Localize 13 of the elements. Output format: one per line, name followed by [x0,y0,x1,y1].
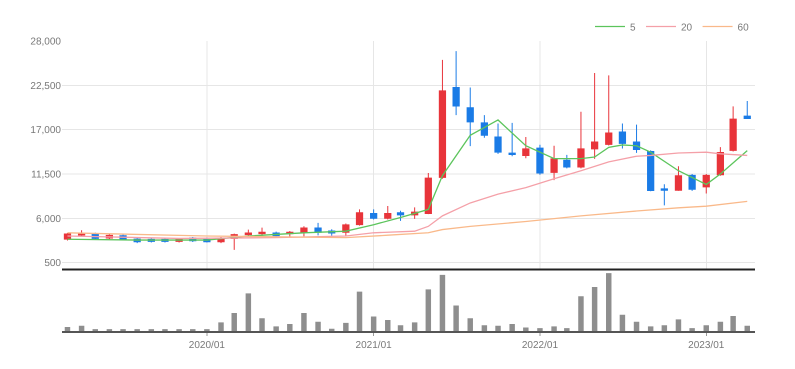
legend-label: 5 [630,22,636,34]
y-tick-label: 11,500 [31,169,62,180]
legend-label: 20 [681,22,693,34]
legend-label: 60 [738,22,750,34]
y-tick-label: 28,000 [30,36,62,48]
y-tick-label: 6,000 [36,214,62,225]
y-tick-label: 500 [44,258,62,270]
x-tick-label: 2020/01 [188,340,226,351]
x-tick-label: 2022/01 [522,340,558,351]
y-tick-label: 22,500 [30,80,62,92]
x-tick-label: 2021/01 [356,340,392,351]
y-tick-label: 17,000 [30,125,62,136]
x-tick-label: 2023/01 [688,340,725,351]
